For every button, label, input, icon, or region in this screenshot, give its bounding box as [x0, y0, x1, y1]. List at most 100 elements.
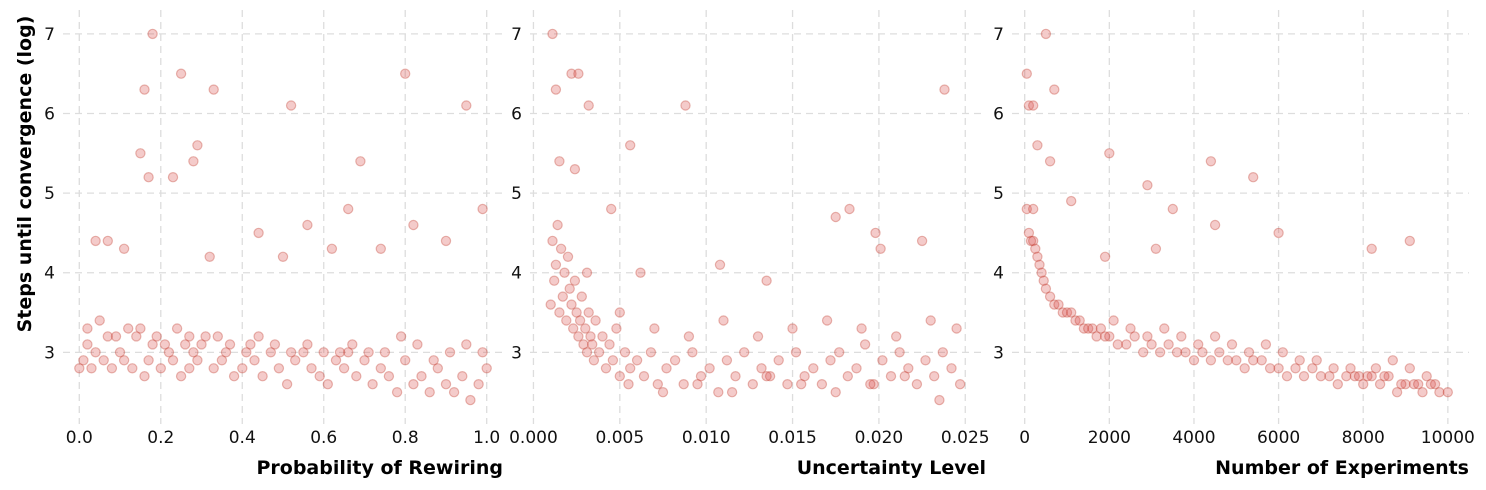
scatter-point: [440, 235, 452, 247]
scatter-point: [1408, 379, 1420, 390]
scatter-point: [687, 347, 698, 358]
scatter-point: [607, 355, 619, 366]
scatter-point: [752, 331, 764, 342]
scatter-point: [90, 235, 101, 247]
scatter-point: [118, 355, 130, 366]
scatter-point: [1345, 363, 1356, 374]
scatter-point: [192, 355, 203, 366]
scatter-point: [581, 347, 593, 358]
x-tick-label: 0.2: [147, 428, 174, 448]
scatter-point: [135, 323, 146, 334]
scatter-point: [1256, 355, 1267, 366]
scatter-point: [631, 355, 643, 366]
scatter-point: [1260, 339, 1272, 350]
scatter-point: [338, 363, 350, 374]
scatter-point: [868, 379, 879, 390]
scatter-point: [569, 275, 581, 286]
scatter-point: [1121, 339, 1132, 350]
scatter-point: [808, 363, 819, 374]
scatter-point: [1053, 299, 1064, 310]
scatter-point: [704, 363, 715, 374]
scatter-point: [184, 331, 195, 342]
scatter-point: [1205, 355, 1217, 366]
scatter-point: [1180, 347, 1191, 358]
scatter-point: [1400, 379, 1411, 390]
scatter-point: [1379, 371, 1390, 382]
y-tick-label: 5: [511, 184, 522, 204]
scatter-point: [885, 371, 897, 382]
x-tick-label: 0.015: [768, 428, 817, 448]
scatter-point: [1197, 347, 1208, 358]
scatter-point: [821, 315, 833, 326]
scatter-point: [302, 339, 313, 350]
scatter-point: [220, 347, 232, 358]
scatter-point: [830, 211, 841, 223]
scatter-point: [343, 347, 354, 358]
scatter-point: [790, 347, 802, 358]
scatter-point: [163, 347, 175, 358]
scatter-point: [1044, 291, 1056, 302]
scatter-point: [683, 331, 695, 342]
scatter-point: [1370, 363, 1382, 374]
scatter-point: [1040, 28, 1052, 40]
scatter-point: [859, 339, 871, 350]
scatter-point: [929, 371, 940, 382]
scatter-point: [611, 323, 622, 334]
scatter-point: [400, 355, 411, 366]
scatter-point: [448, 387, 460, 398]
scatter-point: [550, 259, 562, 270]
x-tick-label: 0.000: [509, 428, 558, 448]
y-tick-label: 7: [993, 25, 1004, 45]
scatter-point: [143, 171, 154, 183]
scatter-point: [159, 339, 171, 350]
scatter-point: [82, 339, 93, 350]
scatter-point: [645, 347, 657, 358]
scatter-point: [1383, 371, 1394, 382]
scatter-point: [1095, 323, 1107, 334]
x-tick-label: 0.8: [392, 428, 419, 448]
scatter-point: [1298, 371, 1310, 382]
scatter-point: [347, 339, 358, 350]
scatter-point: [726, 387, 738, 398]
scatter-point: [1290, 363, 1301, 374]
scatter-point: [343, 203, 354, 215]
scatter-point: [787, 323, 798, 334]
scatter-point: [1027, 235, 1039, 247]
scatter-point: [1226, 339, 1238, 350]
scatter-point: [1307, 363, 1318, 374]
scatter-point: [1025, 235, 1037, 247]
scatter-point: [171, 323, 183, 334]
scatter-point: [465, 394, 476, 406]
scatter-point: [576, 291, 588, 302]
scatter-point: [424, 387, 435, 398]
scatter-point: [899, 371, 911, 382]
scatter-point: [94, 315, 105, 326]
scatter-point: [1417, 387, 1428, 398]
scatter-point: [253, 331, 264, 342]
scatter-point: [473, 379, 484, 390]
scatter-point: [937, 347, 949, 358]
scatter-point: [764, 371, 776, 382]
scatter-point: [619, 347, 631, 358]
scatter-point: [1049, 299, 1060, 310]
scatter-point: [934, 394, 945, 406]
scatter-point: [118, 243, 130, 254]
scatter-point: [562, 251, 574, 262]
x-tick-label: 0.010: [682, 428, 731, 448]
scatter-point: [306, 363, 317, 374]
scatter-point: [566, 68, 577, 79]
scatter-point: [102, 235, 114, 247]
scatter-point: [200, 331, 211, 342]
x-tick-label: 0.6: [310, 428, 337, 448]
scatter-point: [322, 379, 333, 390]
scatter-point: [916, 235, 928, 247]
scatter-point: [954, 379, 966, 390]
scatter-point: [395, 331, 407, 342]
scatter-point: [355, 156, 366, 167]
y-tick-label: 4: [511, 264, 522, 284]
scatter-point: [1049, 84, 1060, 95]
x-tick-label: 0: [1019, 428, 1030, 448]
scatter-point: [367, 379, 378, 390]
scatter-point: [334, 347, 346, 358]
